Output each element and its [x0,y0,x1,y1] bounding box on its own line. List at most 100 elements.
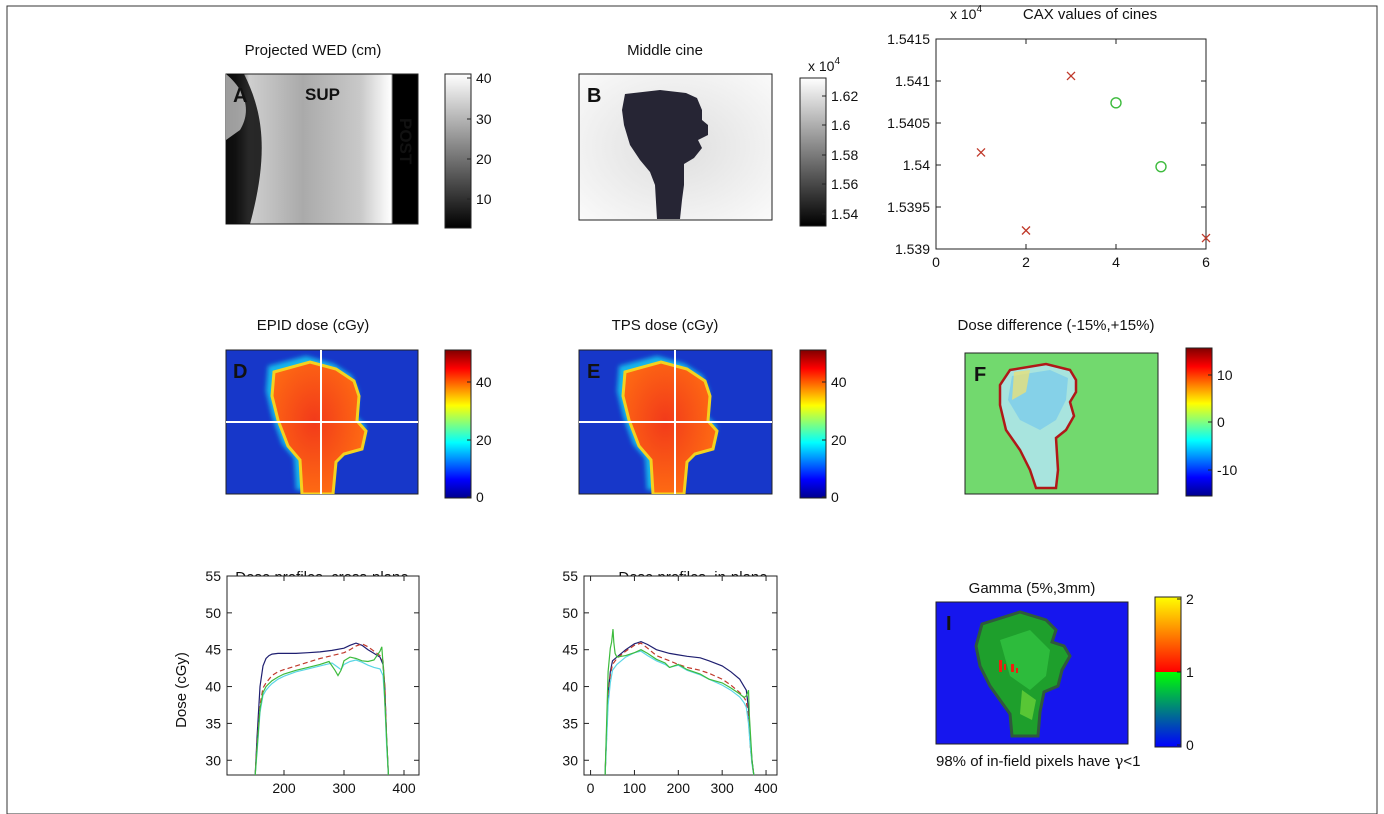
panel-d-colorbar-tick: 20 [476,432,492,448]
panel-c-point-x [1066,71,1076,81]
panel-e: TPS dose (cGy) E 40 20 0 [578,317,847,505]
panel-d-label: D [233,361,247,383]
panel-b-colorbar-tick: 1.54 [831,206,858,222]
panel-g-series-line-1 [254,642,389,776]
panel-f-colorbar-tick: -10 [1217,462,1237,478]
panel-h-series-line-1 [604,640,755,776]
panel-a-colorbar-tick: 40 [476,70,492,86]
panel-a-label: A [233,85,247,107]
panel-d-title: EPID dose (cGy) [257,317,370,334]
panel-c-plot-area [935,38,1207,250]
panel-f-title: Dose difference (-15%,+15%) [958,317,1155,334]
panel-g-y-tick-label: 40 [205,679,221,695]
panel-d-colorbar-tick: 0 [476,489,484,505]
figure-border [6,5,1378,814]
panel-h-chart: Dose profiles, in-plane H 01002003004003… [562,568,778,796]
panel-e-colorbar-tick: 40 [831,374,847,390]
panel-g-plot-area [226,575,420,776]
panel-c-y-tick-label: 1.541 [895,73,930,89]
panel-g-y-tick-label: 30 [205,752,221,768]
panel-i-label: I [946,613,952,635]
panel-a-ann-post: POST [396,118,415,165]
panel-g-chart: Dose profiles, cross-plane Dose (cGy) G … [173,568,420,796]
panel-d: EPID dose (cGy) D 40 20 0 [225,317,492,505]
panel-c-y-tick-label: 1.5405 [887,115,930,131]
panel-e-colorbar-tick: 0 [831,489,839,505]
panel-f: Dose difference (-15%,+15%) F 10 0 -10 [958,317,1237,497]
panel-b-title: Middle cine [627,42,703,59]
panel-c-y-tick-label: 1.54 [903,157,930,173]
panel-d-colorbar [444,349,472,499]
panel-g-y-tick-label: 50 [205,605,221,621]
panel-c-x-tick-label: 0 [932,254,940,270]
panel-h-plot-area [583,575,778,776]
panel-g-x-tick-label: 200 [272,780,296,796]
panel-h-x-tick-label: 100 [623,780,647,796]
panel-c-x-tick-label: 6 [1202,254,1210,270]
panel-c-x-tick-label: 4 [1112,254,1120,270]
panel-b-colorbar-exp: x 104 [808,56,840,74]
panel-c-point-x [1201,233,1211,243]
panel-b-colorbar-tick: 1.62 [831,88,858,104]
panel-c-point-x [1021,226,1031,235]
panel-h-series-line-4 [604,629,755,776]
panel-g-x-tick-label: 300 [332,780,356,796]
panel-e-colorbar [799,349,827,499]
panel-f-label: F [974,364,986,386]
panel-i-colorbar-tick: 2 [1186,591,1194,607]
panel-a-colorbar-tick: 30 [476,111,492,127]
panel-a-colorbar-tick: 10 [476,191,492,207]
panel-a: Projected WED (cm) A SUP POST 40 30 20 1… [225,42,492,229]
panel-h-x-tick-label: 400 [754,780,778,796]
panel-h-y-tick-label: 45 [562,642,578,658]
panel-c-chart: x 104 CAX values of cines C 02461.5391.5… [887,4,1211,270]
panel-a-ann-sup: SUP [305,85,340,104]
panel-i-colorbar-tick: 0 [1186,737,1194,753]
panel-c-x-tick-label: 2 [1022,254,1030,270]
panel-e-label: E [587,361,600,383]
panel-h-y-tick-label: 50 [562,605,578,621]
panel-b-label: B [587,85,601,107]
panel-c-title: CAX values of cines [1023,6,1157,23]
panel-h-y-tick-label: 55 [562,568,578,584]
panel-b-field [622,90,708,219]
panel-d-colorbar-tick: 40 [476,374,492,390]
panel-b-colorbar [799,77,827,227]
panel-h-x-tick-label: 0 [587,780,595,796]
panel-i-title: Gamma (5%,3mm) [969,580,1096,597]
panel-b: Middle cine B x 104 1.62 1.6 1.58 1.56 1… [578,42,858,227]
panel-g-y-tick-label: 45 [205,642,221,658]
panel-g-y-tick-label: 35 [205,715,221,731]
panel-a-colorbar-tick: 20 [476,151,492,167]
panel-a-title: Projected WED (cm) [245,42,382,59]
panel-g-ylabel: Dose (cGy) [173,652,190,728]
panel-i: Gamma (5%,3mm) I 2 1 0 98% of in-field p… [935,580,1194,770]
panel-c-y-tick-label: 1.5395 [887,199,930,215]
panel-g-x-tick-label: 400 [392,780,416,796]
panel-h-x-tick-label: 300 [710,780,734,796]
panel-a-colorbar [444,73,472,229]
panel-g-series-line-2 [254,643,389,776]
panel-b-colorbar-tick: 1.6 [831,117,851,133]
panel-h-x-tick-label: 200 [667,780,691,796]
panel-g-series-line-3 [254,659,389,776]
panel-c-point-x [976,147,986,157]
panel-c-point-o [1155,160,1167,173]
panel-f-colorbar-tick: 10 [1217,367,1233,383]
panel-c-point-o [1110,97,1122,109]
panel-c-y-exponent: x 104 [950,4,982,22]
panel-g-series-line-4 [254,646,389,776]
panel-e-colorbar-tick: 20 [831,432,847,448]
panel-f-colorbar-tick: 0 [1217,414,1225,430]
panel-h-y-tick-label: 35 [562,715,578,731]
panel-e-title: TPS dose (cGy) [612,317,719,334]
panel-f-colorbar [1185,347,1213,497]
panel-h-y-tick-label: 40 [562,679,578,695]
panel-b-colorbar-tick: 1.58 [831,147,858,163]
panel-i-caption: 98% of in-field pixels have γ<1 [936,752,1141,770]
panel-g-y-tick-label: 55 [205,568,221,584]
panel-c-y-tick-label: 1.539 [895,241,930,257]
panel-h-y-tick-label: 30 [562,752,578,768]
panel-b-colorbar-tick: 1.56 [831,176,858,192]
